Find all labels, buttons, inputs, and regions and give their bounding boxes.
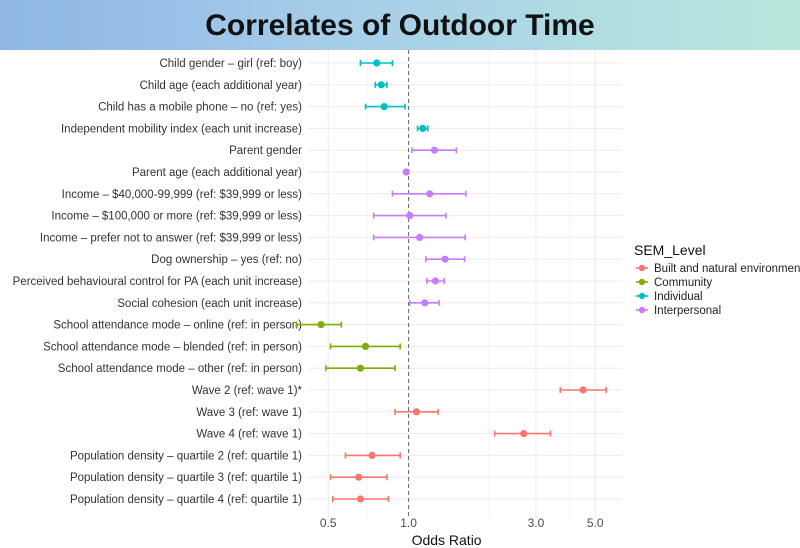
x-tick-label: 0.5 [320,516,337,530]
row-label: Income – $40,000-99,999 (ref: $39,999 or… [62,189,303,201]
row-label: Wave 2 (ref: wave 1)* [192,385,303,397]
row-label: Dog ownership – yes (ref: no) [151,254,302,266]
legend-entry-label: Community [654,277,712,289]
odds-ratio-point [421,299,429,307]
legend-key-point [638,292,646,300]
odds-ratio-point [368,451,376,459]
odds-ratio-point [406,212,414,220]
odds-ratio-point [441,255,449,263]
odds-ratio-point [373,59,381,67]
x-axis-title: Odds Ratio [412,532,482,548]
odds-ratio-point [412,408,421,416]
x-tick-label: 5.0 [587,516,604,530]
x-tick-label: 3.0 [528,516,545,530]
x-tick-label: 1.0 [400,516,417,530]
row-label: Child has a mobile phone – no (ref: yes) [98,102,302,114]
row-label: Population density – quartile 4 (ref: qu… [70,494,302,506]
odds-ratio-point [430,146,439,154]
legend-key-point [638,306,646,314]
odds-ratio-point [361,342,370,350]
plot-panel [308,50,622,518]
row-label: Population density – quartile 2 (ref: qu… [70,450,302,462]
odds-ratio-point [419,124,427,132]
row-label: Income – $100,000 or more (ref: $39,999 … [51,211,302,223]
odds-ratio-point [356,364,365,372]
row-label: Perceived behavioural control for PA (ea… [13,276,303,288]
row-label: School attendance mode – other (ref: in … [58,363,302,375]
odds-ratio-point [579,386,587,394]
title-banner [0,0,800,50]
forest-plot: Child gender – girl (ref: boy) Child age … [13,50,800,548]
row-label: Independent mobility index (each unit in… [61,123,302,135]
legend-title: SEM_Level [634,242,706,258]
odds-ratio-point [377,81,385,89]
row-label: Child gender – girl (ref: boy) [159,58,302,70]
row-label: Child age (each additional year) [140,80,303,92]
row-label: Parent gender [229,145,302,157]
row-label: Income – prefer not to answer (ref: $39,… [40,232,302,244]
odds-ratio-point [356,495,365,503]
row-label: School attendance mode – online (ref: in… [53,320,302,332]
chart-title: Correlates of Outdoor Time [205,9,595,42]
odds-ratio-point [426,190,434,198]
odds-ratio-point [416,233,424,241]
legend-entry-label: Built and natural environment [654,263,800,275]
odds-ratio-point [355,473,363,481]
odds-ratio-point [380,103,388,111]
odds-ratio-point [520,430,528,438]
legend-entry-label: Individual [654,291,703,303]
odds-ratio-point [402,168,410,176]
legend-key-point [638,264,646,272]
odds-ratio-point [317,321,325,329]
row-label: Population density – quartile 3 (ref: qu… [70,472,302,484]
row-label: Wave 3 (ref: wave 1) [196,407,302,419]
row-label: Parent age (each additional year) [132,167,302,179]
legend-entry-label: Interpersonal [654,305,721,317]
legend-key-point [638,278,646,286]
row-label: School attendance mode – blended (ref: i… [43,341,302,353]
row-label: Wave 4 (ref: wave 1) [196,429,302,441]
row-label: Social cohesion (each unit increase) [117,298,302,310]
odds-ratio-point [431,277,439,285]
